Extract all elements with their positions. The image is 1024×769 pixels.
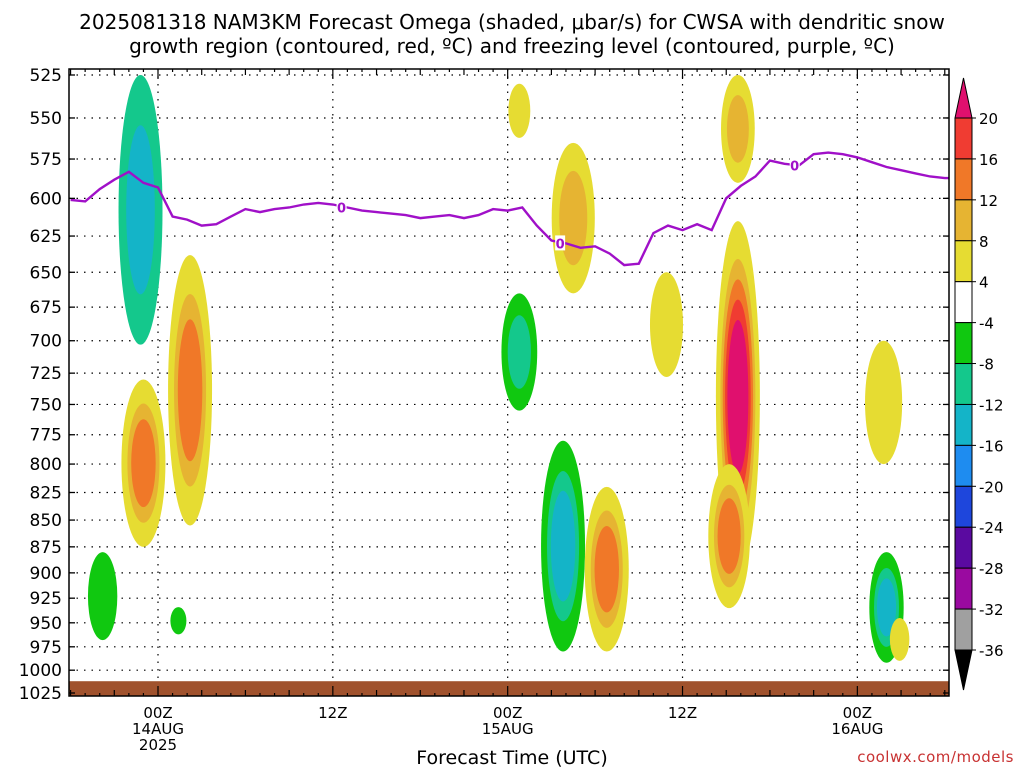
colorbar-band [954,444,973,487]
x-tick-label: 12Z [668,704,697,722]
y-tick-label: 675 [30,298,62,318]
colorbar-label: -16 [979,437,1004,455]
x-tick-label: 00Z [143,704,172,722]
colorbar-band [954,281,973,324]
ground-terrain [69,681,949,696]
y-tick-label: 1025 [19,684,62,704]
omega-region-core [550,490,576,602]
colorbar-label: 20 [979,110,998,128]
freezing-level-line [70,151,949,267]
colorbar-band [954,158,973,201]
y-tick-label: 1000 [19,661,62,681]
x-tick-label: 00Z [493,704,522,722]
colorbar-band [954,608,973,651]
y-tick-label: 650 [30,263,62,283]
omega-region-core [507,315,531,389]
omega-region-core [131,419,156,508]
colorbar-band [954,567,973,610]
y-tick-label: 575 [30,150,62,170]
y-tick-label: 875 [30,538,62,558]
omega-region-core [876,578,897,637]
y-tick-label: 725 [30,364,62,384]
freezing-level-label: 0 [556,237,565,252]
y-tick-label: 550 [30,109,62,129]
credit-text: coolwx.com/models [857,748,1014,766]
omega-region-core [727,319,749,475]
y-tick-label: 950 [30,614,62,634]
y-tick-label: 975 [30,638,62,658]
omega-region-core [126,125,155,295]
omega-region-core [726,95,749,163]
colorbar-band [954,240,973,283]
colorbar-label: 12 [979,192,998,210]
y-tick-label: 850 [30,511,62,531]
colorbar-label: -12 [979,396,1004,414]
y-tick-label: 925 [30,589,62,609]
x-tick-label: 00Z [843,704,872,722]
chart-title-line2: growth region (contoured, red, ºC) and f… [129,34,895,58]
x-tick-label: 12Z [318,704,347,722]
colorbar-label: 16 [979,151,998,169]
colorbar-band [954,363,973,405]
omega-region [508,83,531,138]
y-axis: 525 550 575 600 625 650 675 700 725 750 775 800 825 8… [19,66,949,704]
colorbar-band [954,526,973,569]
y-tick-label: 800 [30,455,62,475]
x-tick-label: 2025 [139,736,177,754]
colorbar-label: -36 [979,642,1004,660]
y-tick-label: 750 [30,395,62,415]
y-tick-label: 625 [30,227,62,247]
colorbar-label: -8 [979,356,994,374]
omega-region [865,340,903,465]
omega-region-core [594,525,619,613]
omega-region [649,272,684,377]
y-tick-label: 700 [30,332,62,352]
y-tick-label: 900 [30,564,62,584]
colorbar-label: 8 [979,233,989,251]
x-tick-label: 16AUG [831,720,883,738]
colorbar-label: -28 [979,560,1004,578]
colorbar-band [954,199,973,242]
freezing-level-contour: 0 0 0 [70,151,949,267]
colorbar-band [954,322,973,365]
omega-region-core [177,319,203,462]
omega-region [889,617,910,661]
omega-region [87,552,118,641]
omega-region-core [559,170,588,266]
y-tick-label: 825 [30,483,62,503]
colorbar-band [954,117,973,160]
plot-frame [68,68,950,697]
colorbar-band [954,485,973,528]
y-tick-label: 525 [30,66,62,86]
colorbar-label: -32 [979,601,1004,619]
x-axis-title: Forecast Time (UTC) [416,747,608,769]
y-tick-label: 600 [30,189,62,209]
x-tick-label: 14AUG [132,720,184,738]
colorbar-label: -24 [979,519,1004,537]
omega-region-core [717,498,741,574]
colorbar-label: -20 [979,478,1004,496]
colorbar: 20 16 12 8 4 -4 -8 -12 -16 -20 -24 -28 -32 -36 [954,77,1004,691]
freezing-level-label: 0 [790,159,799,174]
chart-title-line1: 2025081318 NAM3KM Forecast Omega (shaded… [79,10,945,34]
colorbar-label: 4 [979,274,989,292]
y-tick-label: 775 [30,426,62,446]
freezing-level-label: 0 [337,202,346,217]
x-tick-label: 15AUG [482,720,534,738]
colorbar-band [954,403,973,446]
omega-region [170,607,187,635]
colorbar-label: -4 [979,315,994,333]
omega-shading [87,75,910,663]
ground-surface [69,681,949,696]
